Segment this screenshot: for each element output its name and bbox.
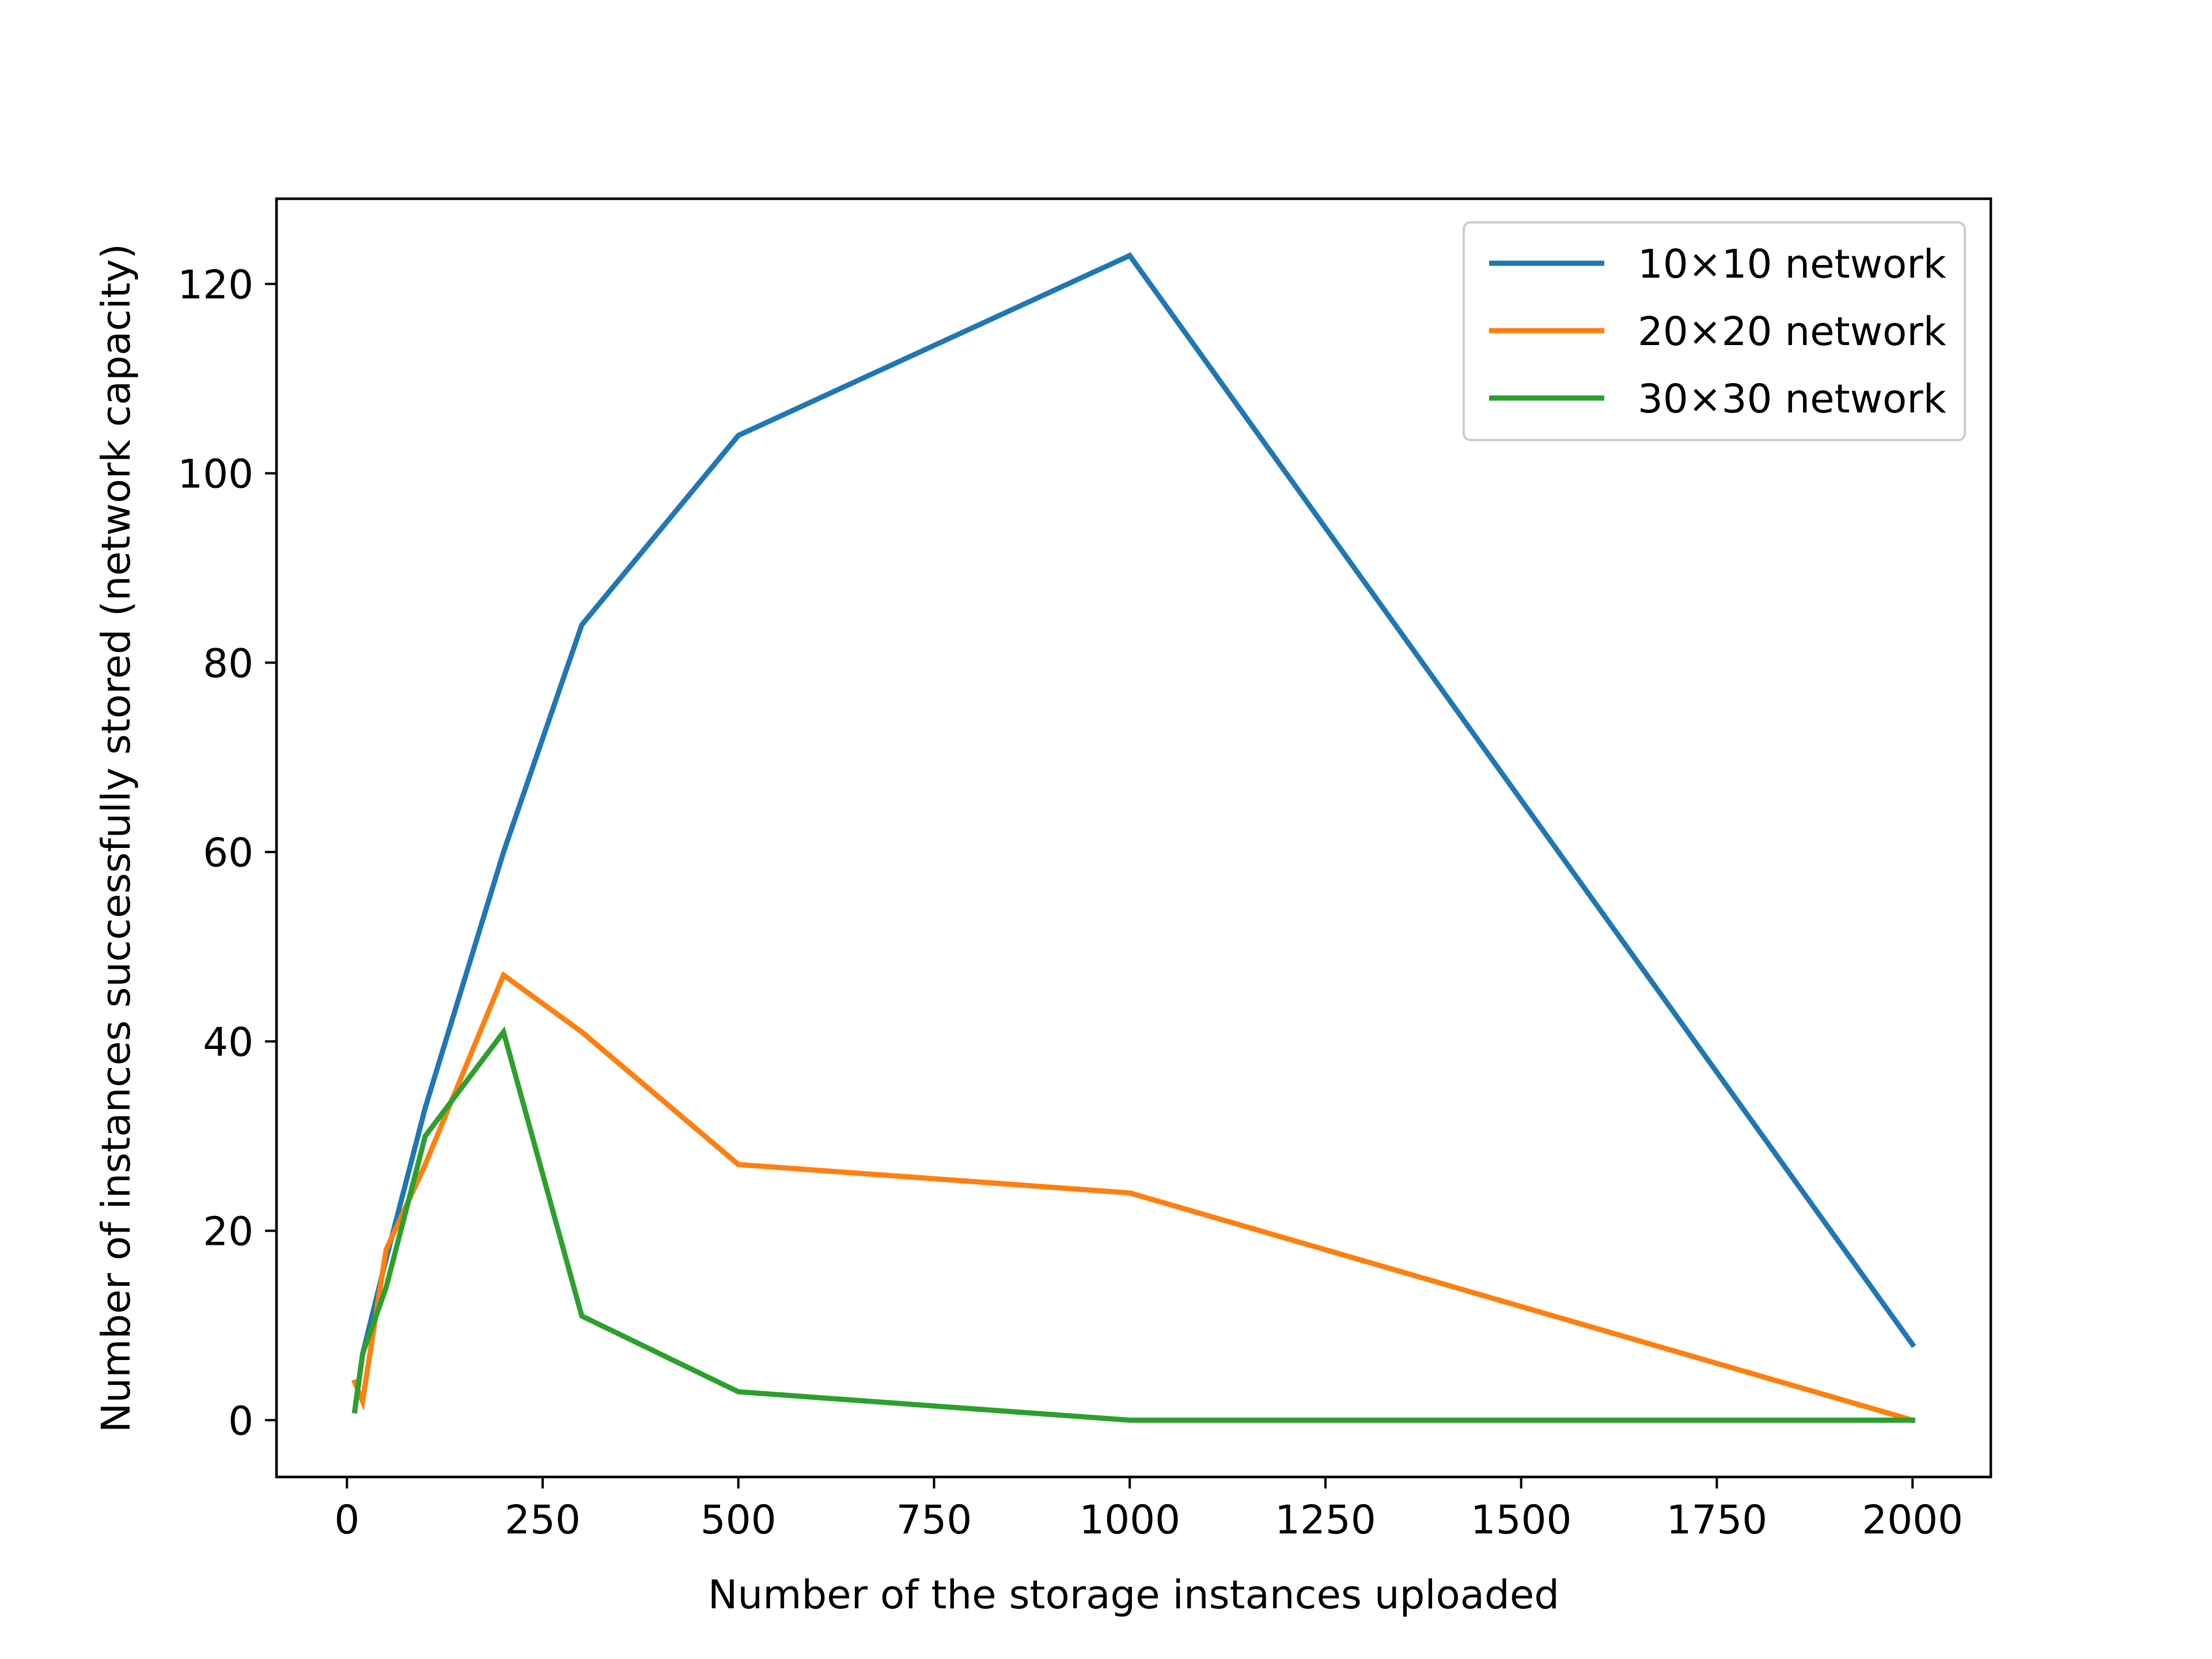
- data-point-series-3: [352, 1408, 358, 1414]
- data-point-series-1: [736, 433, 741, 438]
- y-axis-label: Number of instances successfully stored …: [93, 244, 139, 1433]
- x-tick-label: 250: [505, 1497, 581, 1543]
- x-tick-label: 1750: [1666, 1497, 1768, 1543]
- plot-area-frame: [275, 197, 1993, 1479]
- data-point-series-1: [1127, 253, 1132, 259]
- y-axis-ticks: 0 20 40 60 80 100 120: [177, 262, 276, 1444]
- data-point-series-3: [501, 1029, 506, 1035]
- y-tick-label: 60: [203, 830, 253, 876]
- data-point-series-2: [579, 1029, 585, 1035]
- x-axis-ticks: 0 250 500 750 1000 1250 1500 1750 2000: [334, 1477, 1963, 1543]
- x-tick-label: 1250: [1275, 1497, 1376, 1543]
- y-tick-label: 20: [203, 1209, 253, 1255]
- data-point-series-2: [1127, 1190, 1132, 1196]
- data-point-series-1: [422, 1105, 428, 1111]
- y-tick-label: 100: [177, 452, 253, 498]
- y-tick-label: 0: [228, 1398, 253, 1444]
- legend-box: [1463, 221, 1966, 441]
- data-point-series-1: [579, 622, 585, 628]
- data-point-series-2: [736, 1162, 741, 1168]
- data-point-series-3: [1127, 1417, 1132, 1423]
- y-tick-label: 120: [177, 262, 253, 308]
- y-tick-label: 40: [203, 1020, 253, 1066]
- data-point-series-1: [1910, 1342, 1915, 1347]
- data-point-series-2: [383, 1247, 389, 1253]
- x-tick-label: 2000: [1862, 1497, 1963, 1543]
- x-tick-label: 0: [334, 1497, 359, 1543]
- data-point-series-3: [383, 1285, 389, 1290]
- x-tick-label: 1000: [1079, 1497, 1180, 1543]
- y-tick-label: 80: [203, 641, 253, 687]
- data-point-series-3: [1910, 1417, 1915, 1423]
- x-axis-label: Number of the storage instances uploaded: [708, 1572, 1559, 1618]
- x-tick-label: 1500: [1471, 1497, 1572, 1543]
- data-point-series-3: [736, 1389, 741, 1395]
- legend-label-2: 20×20 network: [1638, 309, 1946, 355]
- data-point-series-3: [579, 1313, 585, 1319]
- data-point-series-2: [422, 1162, 428, 1168]
- x-tick-label: 750: [896, 1497, 972, 1543]
- data-point-series-2: [359, 1399, 365, 1404]
- legend-label-3: 30×30 network: [1638, 376, 1946, 422]
- legend: 10×10 network 20×20 network 30×30 network: [1463, 221, 1966, 441]
- series-lines: [351, 252, 1916, 1423]
- legend-label-1: 10×10 network: [1638, 241, 1946, 287]
- data-point-series-3: [422, 1133, 428, 1139]
- data-point-series-2: [501, 972, 506, 978]
- x-tick-label: 500: [700, 1497, 777, 1543]
- data-point-series-1: [501, 849, 506, 855]
- data-point-series-3: [359, 1351, 365, 1357]
